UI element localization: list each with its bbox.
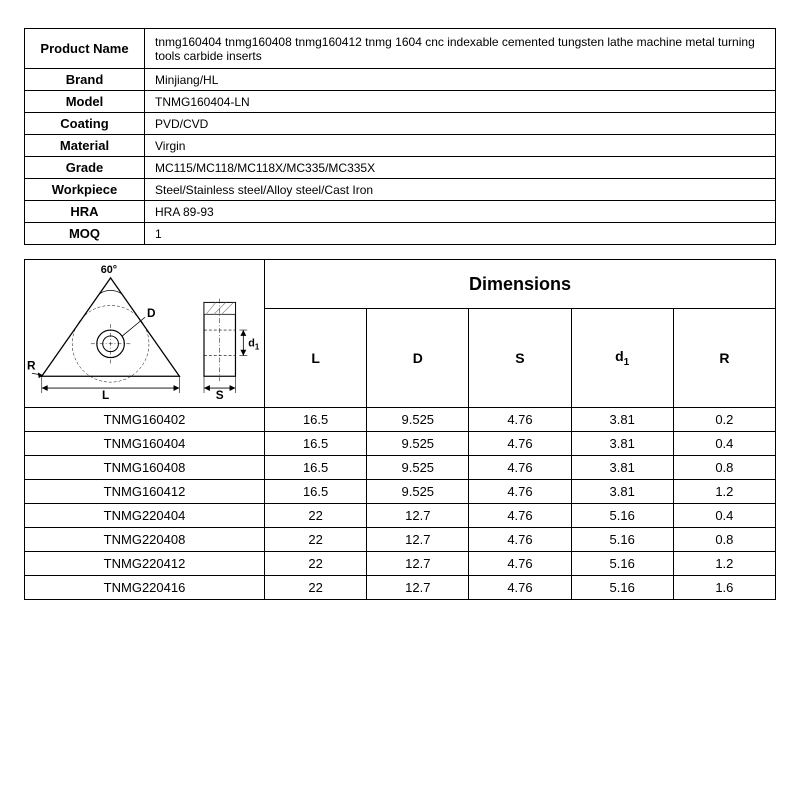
dim-row: TNMG2204162212.74.765.161.6: [25, 576, 776, 600]
dim-col-S: S: [469, 309, 571, 408]
dim-cell: 9.525: [367, 456, 469, 480]
spec-value: PVD/CVD: [145, 113, 776, 135]
insert-diagram: D 60° R L: [27, 262, 263, 402]
spec-value: MC115/MC118/MC118X/MC335/MC335X: [145, 157, 776, 179]
dimensions-title: Dimensions: [265, 260, 776, 309]
dim-row: TNMG16040416.59.5254.763.810.4: [25, 432, 776, 456]
dim-cell: 16.5: [265, 432, 367, 456]
dim-row: TNMG16041216.59.5254.763.811.2: [25, 480, 776, 504]
dim-row-name: TNMG220416: [25, 576, 265, 600]
dim-cell: 22: [265, 576, 367, 600]
spec-label: Grade: [25, 157, 145, 179]
spec-row: MaterialVirgin: [25, 135, 776, 157]
diagram-label-R: R: [27, 358, 36, 372]
spec-value: tnmg160404 tnmg160408 tnmg160412 tnmg 16…: [145, 29, 776, 69]
dim-cell: 12.7: [367, 576, 469, 600]
dim-row-name: TNMG220404: [25, 504, 265, 528]
dim-cell: 22: [265, 504, 367, 528]
dim-cell: 5.16: [571, 576, 673, 600]
spec-label: Model: [25, 91, 145, 113]
dimensions-table: D 60° R L: [24, 259, 776, 600]
dim-cell: 12.7: [367, 552, 469, 576]
spec-row: HRAHRA 89-93: [25, 201, 776, 223]
diagram-label-L: L: [102, 388, 109, 402]
spec-row: WorkpieceSteel/Stainless steel/Alloy ste…: [25, 179, 776, 201]
spec-value: Minjiang/HL: [145, 69, 776, 91]
dim-row-name: TNMG160408: [25, 456, 265, 480]
diagram-cell: D 60° R L: [25, 260, 265, 408]
dim-row-name: TNMG160412: [25, 480, 265, 504]
dim-cell: 1.2: [673, 480, 775, 504]
dim-row-name: TNMG220412: [25, 552, 265, 576]
dim-cell: 0.4: [673, 432, 775, 456]
dim-cell: 22: [265, 528, 367, 552]
dim-cell: 16.5: [265, 408, 367, 432]
dim-cell: 4.76: [469, 552, 571, 576]
spec-row: Product Nametnmg160404 tnmg160408 tnmg16…: [25, 29, 776, 69]
spec-label: MOQ: [25, 223, 145, 245]
spec-value: Virgin: [145, 135, 776, 157]
spec-label: HRA: [25, 201, 145, 223]
spec-value: 1: [145, 223, 776, 245]
diagram-angle-label: 60°: [101, 264, 117, 276]
dim-cell: 0.8: [673, 528, 775, 552]
dim-cell: 1.6: [673, 576, 775, 600]
dim-cell: 5.16: [571, 504, 673, 528]
dim-cell: 4.76: [469, 432, 571, 456]
spec-value: HRA 89-93: [145, 201, 776, 223]
dim-cell: 0.4: [673, 504, 775, 528]
dim-cell: 12.7: [367, 528, 469, 552]
dim-cell: 3.81: [571, 408, 673, 432]
diagram-label-S: S: [216, 388, 224, 402]
dim-row: TNMG2204042212.74.765.160.4: [25, 504, 776, 528]
dim-row: TNMG2204082212.74.765.160.8: [25, 528, 776, 552]
dim-cell: 4.76: [469, 528, 571, 552]
dim-cell: 3.81: [571, 456, 673, 480]
dim-cell: 0.8: [673, 456, 775, 480]
dim-cell: 16.5: [265, 480, 367, 504]
dim-row: TNMG16040216.59.5254.763.810.2: [25, 408, 776, 432]
spec-label: Workpiece: [25, 179, 145, 201]
dim-cell: 9.525: [367, 408, 469, 432]
dim-col-d1: d1: [571, 309, 673, 408]
dim-cell: 0.2: [673, 408, 775, 432]
dim-row-name: TNMG160402: [25, 408, 265, 432]
dim-cell: 1.2: [673, 552, 775, 576]
dim-cell: 3.81: [571, 432, 673, 456]
spec-value: TNMG160404-LN: [145, 91, 776, 113]
spec-row: CoatingPVD/CVD: [25, 113, 776, 135]
dim-cell: 5.16: [571, 528, 673, 552]
diagram-label-d1: d1: [248, 338, 260, 352]
dim-col-D: D: [367, 309, 469, 408]
dim-cell: 4.76: [469, 576, 571, 600]
dim-row-name: TNMG220408: [25, 528, 265, 552]
spec-label: Material: [25, 135, 145, 157]
diagram-label-D: D: [147, 306, 156, 320]
spec-label: Brand: [25, 69, 145, 91]
spec-label: Coating: [25, 113, 145, 135]
spec-row: MOQ1: [25, 223, 776, 245]
dim-cell: 3.81: [571, 480, 673, 504]
dim-row: TNMG16040816.59.5254.763.810.8: [25, 456, 776, 480]
dim-cell: 4.76: [469, 504, 571, 528]
dim-cell: 16.5: [265, 456, 367, 480]
spec-row: ModelTNMG160404-LN: [25, 91, 776, 113]
dim-cell: 12.7: [367, 504, 469, 528]
dim-cell: 5.16: [571, 552, 673, 576]
dim-cell: 4.76: [469, 456, 571, 480]
spec-row: BrandMinjiang/HL: [25, 69, 776, 91]
spec-value: Steel/Stainless steel/Alloy steel/Cast I…: [145, 179, 776, 201]
dim-cell: 22: [265, 552, 367, 576]
dim-col-L: L: [265, 309, 367, 408]
dim-cell: 9.525: [367, 432, 469, 456]
spec-label: Product Name: [25, 29, 145, 69]
dim-cell: 4.76: [469, 480, 571, 504]
spec-table: Product Nametnmg160404 tnmg160408 tnmg16…: [24, 28, 776, 245]
spec-row: GradeMC115/MC118/MC118X/MC335/MC335X: [25, 157, 776, 179]
dim-col-R: R: [673, 309, 775, 408]
dim-row-name: TNMG160404: [25, 432, 265, 456]
dim-cell: 9.525: [367, 480, 469, 504]
dim-cell: 4.76: [469, 408, 571, 432]
dim-row: TNMG2204122212.74.765.161.2: [25, 552, 776, 576]
